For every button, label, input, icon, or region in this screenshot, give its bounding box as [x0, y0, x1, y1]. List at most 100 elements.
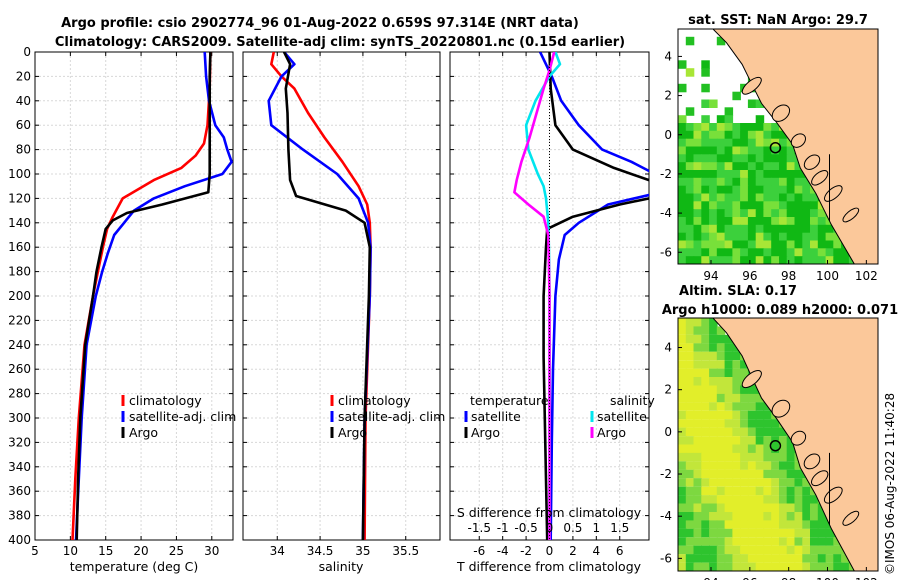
y-tick-label: 4	[664, 341, 672, 355]
map-cell	[794, 162, 803, 171]
y-tick-label: 160	[8, 240, 31, 254]
map-cell	[763, 478, 772, 487]
map-cell	[678, 138, 687, 148]
map-cell	[716, 520, 726, 529]
map-cell	[740, 410, 749, 420]
map-cell	[763, 503, 772, 512]
map-cell	[786, 170, 796, 179]
map-cell	[693, 545, 702, 555]
y-tick-label: 120	[8, 191, 31, 205]
map-cell	[678, 232, 687, 242]
map-cell	[716, 452, 726, 462]
map-cell	[709, 528, 718, 538]
map-cell	[685, 461, 695, 470]
map-cell	[709, 318, 718, 327]
map-cell	[771, 185, 780, 195]
map-cell	[794, 478, 803, 487]
x-tick-label: 35.5	[392, 544, 419, 558]
y-tick-label: -2	[660, 167, 672, 181]
map-cell	[709, 209, 718, 218]
map-cell	[732, 91, 741, 101]
map-cell	[685, 385, 695, 394]
map-cell	[740, 201, 749, 210]
legend-label: climatology	[129, 393, 202, 408]
map-cell	[794, 528, 803, 538]
map-cell	[732, 193, 741, 202]
map-cell	[693, 436, 702, 445]
land-island	[741, 370, 762, 389]
map-cell	[802, 520, 811, 529]
map-cell	[709, 444, 718, 453]
map-cell	[701, 554, 710, 563]
series-group	[513, 52, 649, 540]
map-cell	[678, 326, 687, 335]
map-cell	[740, 368, 749, 378]
map-cell	[771, 469, 780, 479]
map-cell	[716, 512, 726, 521]
map-cell	[716, 469, 726, 479]
map-cell	[763, 130, 772, 140]
land-island	[803, 453, 821, 470]
x-tick-label: 96	[742, 576, 757, 580]
map-cell	[678, 503, 687, 512]
y-tick-label: -2	[660, 467, 672, 481]
map-cell	[802, 248, 811, 257]
map-cell	[701, 146, 710, 155]
map-cell	[678, 427, 687, 437]
map-cell	[732, 427, 741, 437]
map-cell	[716, 193, 726, 202]
map-cell	[716, 209, 726, 218]
map-cell	[794, 232, 803, 242]
map-cell	[693, 377, 702, 386]
map-cell	[817, 256, 827, 264]
map-cell	[716, 248, 726, 257]
map-cell	[709, 495, 718, 504]
y-tick-label: 360	[8, 484, 31, 498]
map-cell	[724, 495, 734, 504]
map-cell	[810, 224, 819, 234]
map-cell	[732, 377, 741, 386]
map-cell	[771, 224, 780, 234]
map-cell	[701, 170, 710, 179]
map-cell	[693, 469, 702, 479]
map-cell	[786, 177, 796, 187]
map-cell	[716, 343, 726, 352]
map-cell	[755, 240, 765, 249]
map-cell	[724, 469, 734, 479]
map-cell	[716, 528, 726, 538]
y-tick-label: 4	[664, 49, 672, 63]
map-cell	[709, 368, 718, 378]
y-tick-label: 220	[8, 313, 31, 327]
map-cell	[771, 537, 780, 546]
x-tick-label: -6	[473, 544, 485, 558]
map-cell	[771, 461, 780, 470]
map-cell	[724, 130, 734, 140]
map-cell	[747, 486, 757, 496]
map-cell	[685, 444, 695, 453]
map-cell	[716, 545, 726, 555]
y-tick-label: 0	[23, 45, 31, 59]
watermark: ©IMOS 06-Aug-2022 11:40:28	[883, 393, 897, 575]
map-cell	[709, 478, 718, 487]
map-cell	[701, 461, 710, 470]
map-cell	[716, 427, 726, 437]
y-tick-label: 400	[8, 533, 31, 547]
map-cell	[763, 419, 772, 428]
y-tick-label: 200	[8, 289, 31, 303]
map-cell	[732, 146, 741, 155]
y-tick-label: 2	[664, 89, 672, 103]
map-cell	[678, 402, 687, 411]
legend-label: satellite-adj. clim	[338, 409, 445, 424]
map-cell	[724, 528, 734, 538]
map-cell	[693, 138, 702, 148]
map-cell	[779, 138, 788, 148]
map-cell	[833, 240, 842, 249]
map-cell	[825, 256, 835, 264]
map-cell	[771, 528, 780, 538]
map-cell	[685, 393, 695, 403]
series-group	[71, 52, 233, 540]
map-cell	[763, 545, 772, 555]
map-cell	[786, 461, 796, 470]
map-cell	[685, 123, 695, 132]
map-cell	[747, 461, 757, 470]
